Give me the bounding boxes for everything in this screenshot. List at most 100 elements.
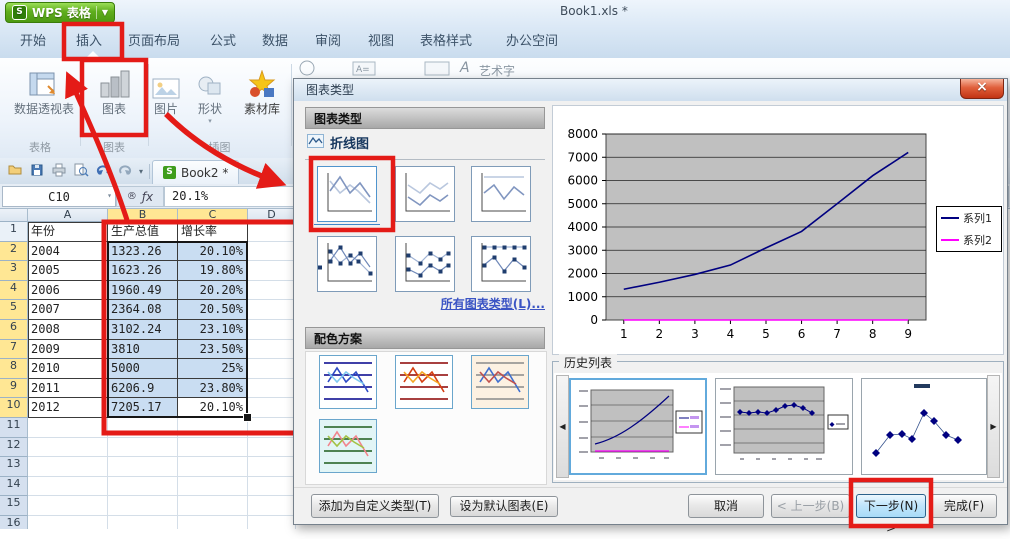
- cell-a6[interactable]: 2008: [28, 320, 108, 340]
- history-thumbnail-2[interactable]: [715, 378, 853, 475]
- cell-c11[interactable]: [178, 418, 248, 438]
- chevron-down-icon[interactable]: ▾: [208, 117, 212, 125]
- row-header-8[interactable]: 8: [0, 359, 28, 379]
- cell-c10[interactable]: 20.10%: [178, 398, 248, 418]
- column-header-C[interactable]: C: [178, 208, 248, 222]
- line-type-thumbnail-4[interactable]: [317, 236, 377, 292]
- print-icon[interactable]: [51, 162, 67, 181]
- cell-b16[interactable]: [108, 516, 178, 529]
- menu-tab-5[interactable]: 数据: [262, 34, 289, 49]
- row-header-13[interactable]: 13: [0, 457, 28, 477]
- line-type-thumbnail-2[interactable]: [395, 166, 455, 222]
- cell-b13[interactable]: [108, 457, 178, 477]
- menu-tab-3[interactable]: 页面布局: [128, 34, 181, 49]
- cell-d3[interactable]: [248, 261, 296, 281]
- column-header-D[interactable]: D: [248, 208, 296, 222]
- menu-tab-4[interactable]: 公式: [210, 34, 237, 49]
- row-header-4[interactable]: 4: [0, 280, 28, 301]
- cell-d13[interactable]: [248, 457, 296, 477]
- cell-d4[interactable]: [248, 280, 296, 301]
- cell-b1[interactable]: 生产总值: [108, 222, 178, 242]
- cell-b8[interactable]: 5000: [108, 359, 178, 379]
- cell-b14[interactable]: [108, 476, 178, 497]
- wps-menu-button[interactable]: S WPS 表格 ▼: [5, 2, 116, 23]
- cell-c8[interactable]: 25%: [178, 359, 248, 379]
- cell-c3[interactable]: 19.80%: [178, 261, 248, 281]
- insert-chart-button[interactable]: 图表: [86, 64, 142, 117]
- history-scroll-left-button[interactable]: ◀: [556, 375, 569, 478]
- menu-tab-9[interactable]: 办公空间: [506, 34, 559, 49]
- cell-c9[interactable]: 23.80%: [178, 378, 248, 399]
- row-header-6[interactable]: 6: [0, 320, 28, 340]
- cell-d2[interactable]: [248, 241, 296, 262]
- cell-d6[interactable]: [248, 320, 296, 340]
- color-scheme-4[interactable]: [319, 419, 377, 473]
- save-icon[interactable]: [29, 162, 45, 181]
- row-header-16[interactable]: 16: [0, 516, 28, 529]
- cell-d7[interactable]: [248, 339, 296, 360]
- cell-c7[interactable]: 23.50%: [178, 339, 248, 360]
- cell-d1[interactable]: [248, 222, 296, 242]
- line-chart-category[interactable]: 折线图: [307, 133, 369, 152]
- cell-a5[interactable]: 2007: [28, 300, 108, 320]
- line-type-thumbnail-1[interactable]: [317, 166, 377, 222]
- menu-tab-7[interactable]: 视图: [368, 34, 395, 49]
- cell-c13[interactable]: [178, 457, 248, 477]
- cell-b5[interactable]: 2364.08: [108, 300, 178, 320]
- column-header-B[interactable]: B: [108, 208, 178, 222]
- column-header-A[interactable]: A: [28, 208, 108, 222]
- cell-a14[interactable]: [28, 476, 108, 497]
- cell-b4[interactable]: 1960.49: [108, 280, 178, 301]
- fx-icon[interactable]: ƒx: [141, 189, 154, 204]
- cell-c12[interactable]: [178, 437, 248, 458]
- row-header-3[interactable]: 3: [0, 261, 28, 281]
- cell-a7[interactable]: 2009: [28, 339, 108, 360]
- cell-a8[interactable]: 2010: [28, 359, 108, 379]
- insert-picture-button[interactable]: 图片: [146, 64, 186, 117]
- set-default-chart-button[interactable]: 设为默认图表(E): [450, 496, 558, 517]
- cell-c2[interactable]: 20.10%: [178, 241, 248, 262]
- dialog-title-bar[interactable]: 图表类型: [294, 79, 1007, 101]
- cell-a12[interactable]: [28, 437, 108, 458]
- line-type-thumbnail-6[interactable]: [471, 236, 531, 292]
- menu-tab-6[interactable]: 审阅: [315, 34, 342, 49]
- menu-tab-1[interactable]: 开始: [20, 34, 47, 49]
- cell-c5[interactable]: 20.50%: [178, 300, 248, 320]
- history-thumbnail-3[interactable]: [861, 378, 987, 475]
- cell-a9[interactable]: 2011: [28, 378, 108, 399]
- cell-c4[interactable]: 20.20%: [178, 280, 248, 301]
- cell-d5[interactable]: [248, 300, 296, 320]
- row-header-11[interactable]: 11: [0, 418, 28, 438]
- cell-c16[interactable]: [178, 516, 248, 529]
- cancel-button[interactable]: 取消: [688, 494, 764, 518]
- all-chart-types-link[interactable]: 所有图表类型(L)...: [440, 297, 545, 311]
- history-scroll-right-button[interactable]: ▶: [987, 375, 1000, 478]
- redo-icon[interactable]: [117, 162, 133, 181]
- row-header-10[interactable]: 10: [0, 398, 28, 418]
- insert-function-icon[interactable]: ®: [126, 191, 137, 202]
- select-all-corner[interactable]: [0, 208, 28, 222]
- color-scheme-3[interactable]: [471, 355, 529, 409]
- finish-button[interactable]: 完成(F): [931, 494, 997, 518]
- workbook-tab[interactable]: S Book2 *: [152, 160, 240, 184]
- row-header-1[interactable]: 1: [0, 222, 28, 242]
- cell-d15[interactable]: [248, 496, 296, 516]
- cell-c6[interactable]: 23.10%: [178, 320, 248, 340]
- cell-b2[interactable]: 1323.26: [108, 241, 178, 262]
- add-custom-type-button[interactable]: 添加为自定义类型(T): [311, 494, 439, 518]
- row-header-12[interactable]: 12: [0, 437, 28, 458]
- cell-d10[interactable]: [248, 398, 296, 418]
- cell-c15[interactable]: [178, 496, 248, 516]
- pivot-table-button[interactable]: 数据透视表: [12, 64, 76, 117]
- next-step-button[interactable]: 下一步(N) >: [856, 494, 926, 535]
- cell-a13[interactable]: [28, 457, 108, 477]
- cell-a1[interactable]: 年份: [28, 222, 108, 242]
- row-header-5[interactable]: 5: [0, 300, 28, 320]
- color-scheme-2[interactable]: [395, 355, 453, 409]
- cell-b9[interactable]: 6206.9: [108, 378, 178, 399]
- row-header-9[interactable]: 9: [0, 378, 28, 399]
- cell-a10[interactable]: 2012: [28, 398, 108, 418]
- cell-a16[interactable]: [28, 516, 108, 529]
- cell-d16[interactable]: [248, 516, 296, 529]
- row-header-2[interactable]: 2: [0, 241, 28, 262]
